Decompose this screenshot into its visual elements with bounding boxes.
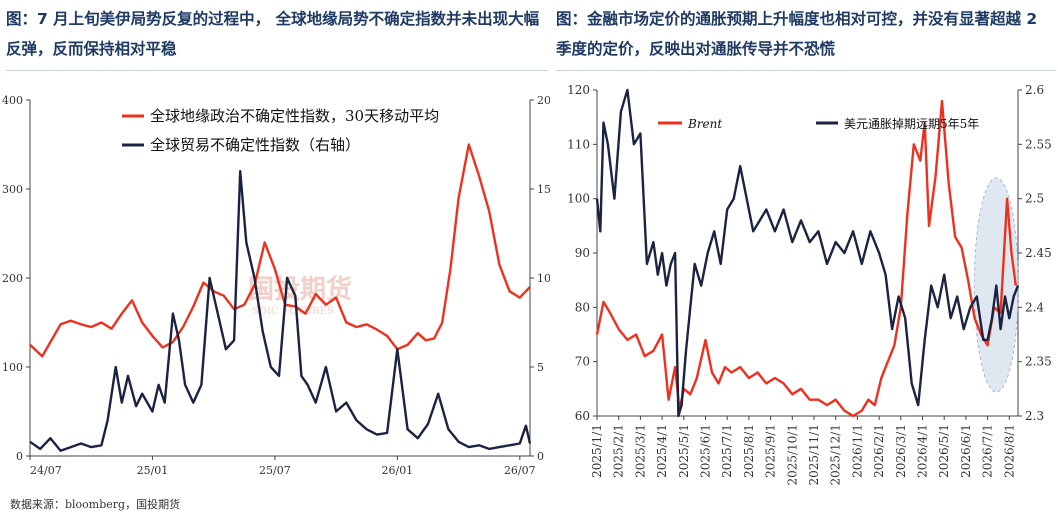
y-left-tick-label: 120 [567, 83, 590, 97]
x-tick-label: 2026/7/1 [981, 424, 995, 478]
y-right-tick-label: 2.55 [1025, 137, 1052, 151]
y-left-tick-label: 0 [16, 450, 23, 463]
y-right-tick-label: 2.4 [1025, 300, 1044, 314]
y-right-tick-label: 5 [537, 361, 544, 374]
x-tick-label: 2025/3/1 [633, 424, 647, 478]
x-tick-label: 2025/8/1 [742, 424, 756, 478]
series-line-1 [29, 143, 531, 358]
y-right-tick-label: 2.45 [1025, 246, 1052, 260]
y-left-tick-label: 100 [2, 361, 23, 374]
series-line-1 [595, 99, 1017, 418]
x-tick-label: 2025/7/1 [720, 424, 734, 478]
x-tick-label: 2025/11/1 [807, 424, 821, 486]
x-tick-label: 26/01 [381, 464, 413, 477]
y-left-tick-label: 110 [567, 137, 590, 151]
legend-label-1: Brent [687, 117, 722, 131]
x-tick-label: 2026/3/1 [894, 424, 908, 478]
x-tick-label: 2025/2/1 [612, 424, 626, 478]
y-left-tick-label: 60 [575, 409, 590, 423]
legend-label-1: 全球地缘政治不确定性指数，30天移动平均 [150, 107, 439, 125]
x-tick-label: 2026/8/1 [1002, 424, 1016, 478]
title-divider-right [556, 70, 1056, 71]
x-tick-label: 25/01 [137, 464, 169, 477]
series-line-2 [595, 88, 1020, 418]
x-tick-label: 2026/6/1 [959, 424, 973, 478]
x-tick-label: 2025/4/1 [655, 424, 669, 478]
y-left-tick-label: 400 [2, 94, 23, 107]
y-right-tick-label: 15 [537, 183, 550, 196]
y-left-tick-label: 80 [575, 300, 590, 314]
x-tick-label: 2025/10/1 [785, 424, 799, 486]
x-tick-label: 24/07 [30, 464, 62, 477]
x-tick-label: 2025/5/1 [677, 424, 691, 478]
y-left-tick-label: 100 [567, 192, 590, 206]
legend-label-2: 美元通胀掉期远期5年5年 [844, 117, 979, 131]
chart-title-left: 图：7 月上旬美伊局势反复的过程中， 全球地缘局势不确定指数并未出现大幅反弹，反… [6, 10, 540, 58]
y-left-tick-label: 70 [575, 355, 590, 369]
x-tick-label: 2026/1/1 [850, 424, 864, 478]
y-right-tick-label: 2.5 [1025, 192, 1044, 206]
y-left-tick-label: 200 [2, 272, 23, 285]
x-tick-label: 26/07 [504, 464, 536, 477]
x-tick-label: 2025/1/1 [590, 424, 604, 478]
x-tick-label: 2026/5/1 [937, 424, 951, 478]
legend-label-2: 全球贸易不确定性指数（右轴） [150, 136, 360, 154]
x-tick-label: 2025/9/1 [764, 424, 778, 478]
chart-title-right: 图：金融市场定价的通胀预期上升幅度也相对可控，并没有显著超越 2 季度的定价，反… [556, 10, 1038, 58]
x-tick-label: 2026/4/1 [916, 424, 930, 478]
source-note: 数据来源：bloomberg，国投期货 [10, 498, 181, 511]
y-right-tick-label: 2.6 [1025, 83, 1044, 97]
watermark-subtext: SDIC FUTURES [252, 306, 334, 317]
y-right-tick-label: 2.35 [1025, 355, 1052, 369]
title-divider-left [6, 70, 548, 71]
x-tick-label: 25/07 [259, 464, 291, 477]
x-tick-label: 2026/2/1 [872, 424, 886, 478]
y-left-tick-label: 90 [575, 246, 590, 260]
y-left-tick-label: 300 [2, 183, 23, 196]
y-right-tick-label: 0 [537, 450, 544, 463]
series-line-2 [29, 169, 532, 452]
y-right-tick-label: 2.3 [1025, 409, 1044, 423]
chart-right: 60 70 80 90 100 110 120 2.3 2.35 2.4 2.45 2.5 2.55 2.… [567, 83, 1052, 486]
y-right-tick-label: 10 [537, 272, 550, 285]
x-tick-label: 2025/12/1 [829, 424, 843, 486]
y-right-tick-label: 20 [537, 94, 550, 107]
x-tick-label: 2025/6/1 [699, 424, 713, 478]
